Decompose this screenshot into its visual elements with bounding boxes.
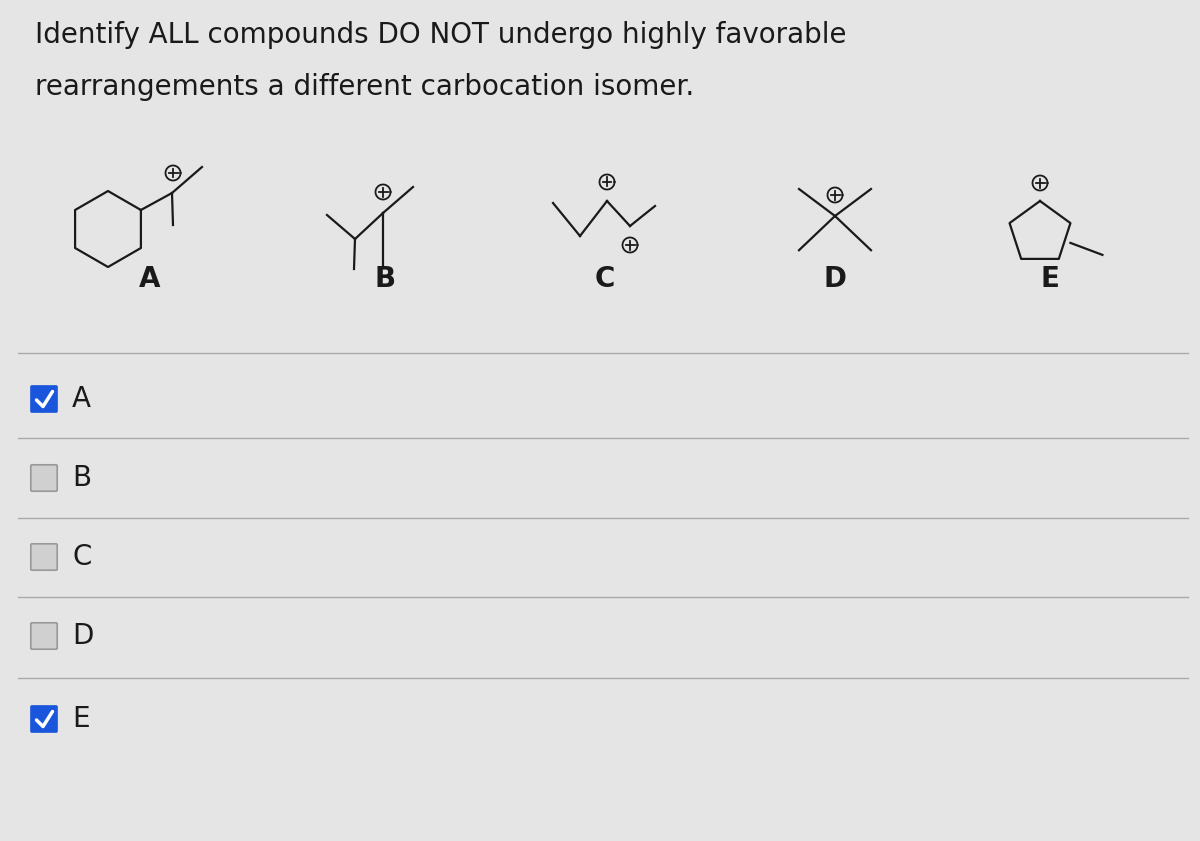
Text: B: B (374, 265, 396, 293)
FancyBboxPatch shape (31, 706, 56, 732)
Text: D: D (823, 265, 846, 293)
FancyBboxPatch shape (31, 386, 56, 412)
Text: B: B (72, 464, 91, 492)
Text: A: A (72, 385, 91, 413)
FancyBboxPatch shape (31, 465, 58, 491)
Text: D: D (72, 622, 94, 650)
FancyBboxPatch shape (31, 623, 58, 649)
FancyBboxPatch shape (31, 544, 58, 570)
Text: A: A (139, 265, 161, 293)
Text: Identify ALL compounds DO NOT undergo highly favorable: Identify ALL compounds DO NOT undergo hi… (35, 21, 846, 49)
Text: E: E (1040, 265, 1060, 293)
Text: rearrangements a different carbocation isomer.: rearrangements a different carbocation i… (35, 73, 695, 101)
Text: E: E (72, 705, 90, 733)
Text: C: C (595, 265, 616, 293)
Text: C: C (72, 543, 91, 571)
